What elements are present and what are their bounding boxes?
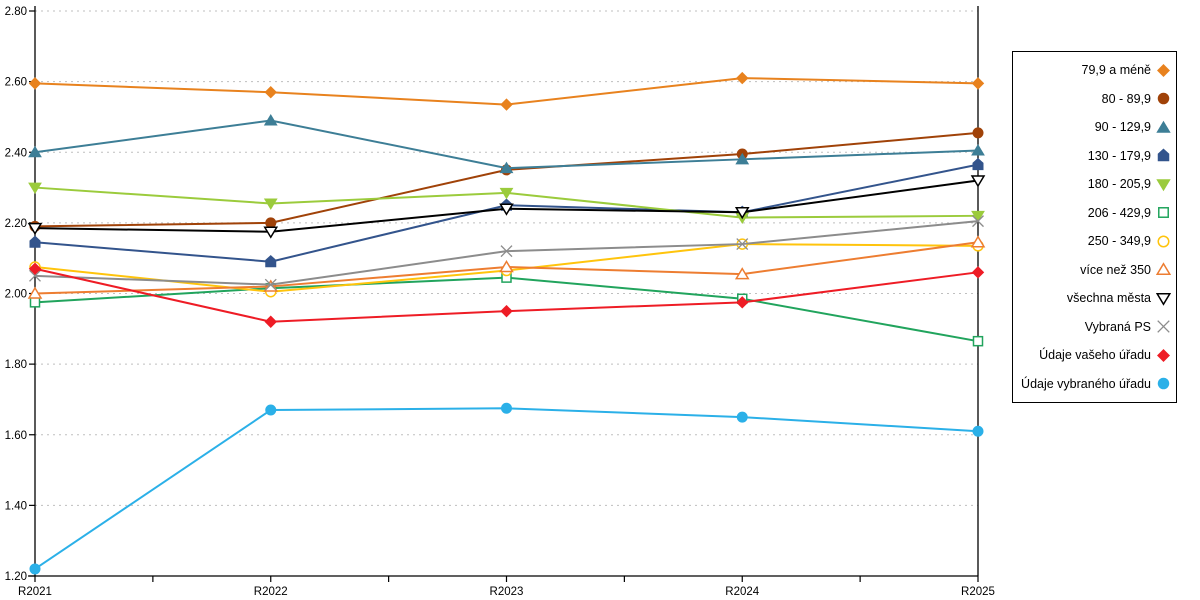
legend-item: všechna města: [1017, 291, 1171, 306]
legend-label: Údaje vašeho úřadu: [1039, 348, 1151, 362]
circle-marker-icon: [1157, 235, 1170, 248]
series-9: [27, 175, 986, 239]
legend-item: 180 - 205,9: [1017, 177, 1171, 192]
legend-item: 79,9 a méně: [1017, 63, 1171, 78]
triangle-up-marker-icon: [1156, 262, 1171, 276]
legend-item: Údaje vašeho úřadu: [1017, 348, 1171, 363]
y-tick-label: 2.60: [5, 77, 27, 89]
x-tick-label: R2023: [490, 586, 524, 598]
diamond-marker-icon: [1157, 348, 1170, 362]
x-tick-label: R2024: [725, 586, 759, 598]
y-tick-label: 2.00: [5, 289, 27, 301]
legend-item: 206 - 429,9: [1017, 205, 1171, 220]
y-tick-label: 1.40: [5, 500, 27, 512]
legend-label: 79,9 a méně: [1081, 63, 1152, 77]
circle-marker-icon: [1157, 378, 1170, 390]
diamond-marker-icon: [1157, 63, 1170, 77]
legend-label: všechna města: [1066, 291, 1151, 305]
circle-marker-icon: [1157, 93, 1170, 105]
x-marker-icon: [1157, 320, 1170, 333]
x-tick-label: R2025: [961, 586, 995, 598]
x-tick-label: R2021: [18, 586, 52, 598]
legend-item: 250 - 349,9: [1017, 234, 1171, 249]
legend-item: 90 - 129,9: [1017, 120, 1171, 135]
series-line: [34, 407, 979, 570]
legend-item: 130 - 179,9: [1017, 148, 1171, 163]
series-8: [27, 235, 986, 299]
y-tick-label: 2.80: [5, 6, 27, 18]
legend-item: Vybraná PS: [1017, 319, 1171, 334]
y-tick-label: 1.60: [5, 430, 27, 442]
pentagon-marker-icon: [1157, 148, 1170, 162]
legend: 79,9 a méně 80 - 89,9 90 - 129,9 130 - 179,…: [1012, 51, 1177, 403]
x-tick-label: R2022: [254, 586, 288, 598]
legend-label: 130 - 179,9: [1087, 148, 1151, 163]
series-5: [28, 182, 985, 225]
series-10: [29, 215, 984, 291]
legend-item: více než 350: [1017, 262, 1171, 277]
legend-item: Údaje vybraného úřadu: [1017, 376, 1171, 391]
series-line: [34, 119, 979, 170]
legend-label: 250 - 349,9: [1087, 234, 1151, 248]
series-12: [29, 402, 984, 575]
square-marker-icon: [1158, 207, 1169, 219]
legend-label: 180 - 205,9: [1087, 177, 1151, 191]
series-3: [28, 113, 985, 174]
legend-label: Vybraná PS: [1084, 319, 1151, 334]
legend-label: 90 - 129,9: [1094, 120, 1151, 134]
series-11: [28, 262, 985, 328]
y-tick-label: 1.80: [5, 359, 27, 371]
legend-item: 80 - 89,9: [1017, 91, 1171, 106]
y-tick-label: 1.20: [5, 571, 27, 583]
triangle-down-marker-icon: [1156, 292, 1171, 306]
triangle-down-marker-icon: [1156, 179, 1171, 191]
legend-label: 80 - 89,9: [1101, 91, 1151, 106]
legend-label: 206 - 429,9: [1087, 205, 1151, 220]
legend-label: více než 350: [1080, 262, 1151, 277]
y-tick-label: 2.40: [5, 147, 27, 159]
triangle-up-marker-icon: [1156, 120, 1171, 133]
series-1: [28, 71, 985, 111]
legend-label: Údaje vybraného úřadu: [1021, 376, 1151, 391]
y-tick-label: 2.20: [5, 218, 27, 230]
